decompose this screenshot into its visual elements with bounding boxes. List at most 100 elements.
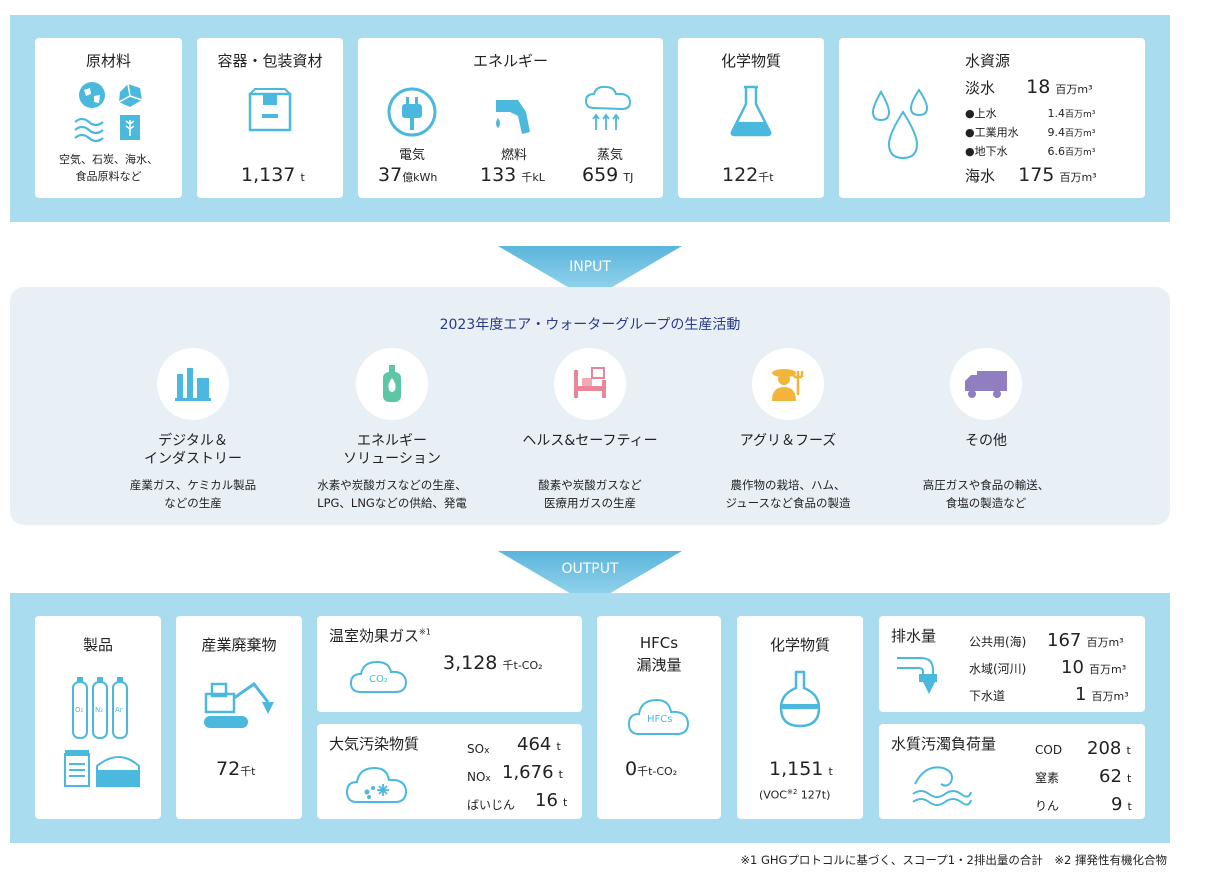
hfcs-title-2: 漏洩量 (636, 656, 682, 674)
packaging-value-row: 1,137 t (241, 164, 305, 186)
sea-water-row: 海水 175 百万m³ (965, 164, 1097, 186)
activity-others: その他 高圧ガスや食品の輸送、 食塩の製造など (896, 348, 1076, 512)
river-water-label: 水域(河川) (969, 662, 1027, 676)
sea-icon (73, 114, 107, 142)
fresh-water-row: 淡水 18 百万m³ (965, 76, 1093, 98)
products-title: 製品 (82, 636, 113, 654)
public-water-unit: 百万m³ (1086, 636, 1124, 649)
hfcs-value: 0 (625, 758, 638, 780)
activity-desc-1a: 産業ガス、ケミカル製品 (129, 478, 257, 492)
dust-value-row: 16 t (535, 790, 567, 811)
cod-label: COD (1035, 743, 1063, 757)
chemicals-output-unit: t (828, 765, 833, 778)
card-hfcs: HFCs 漏洩量 HFCs 0千t-CO₂ (597, 616, 721, 819)
activity-desc-5b: 食塩の製造など (945, 496, 1027, 510)
steam-unit: TJ (623, 171, 634, 184)
river-water-row: 水域(河川) 10 百万m³ (969, 657, 1126, 678)
chemicals-output-value-row: 1,151 t (769, 758, 833, 780)
truck-icon (950, 348, 1022, 420)
steam-value: 659 (582, 164, 619, 186)
ground-water-row: ●地下水 6.6百万m³ (965, 143, 1095, 159)
card-raw-materials: 原材料 空気、石炭、海水、 食品原料など (35, 38, 182, 198)
energy-title: エネルギー (472, 52, 548, 70)
fuel-value-row: 133 千kL (480, 164, 545, 186)
sewer-label: 下水道 (969, 689, 1006, 703)
hospital-bed-icon (554, 348, 626, 420)
nitrogen-unit: t (1127, 772, 1132, 785)
coal-icon (115, 80, 145, 110)
ghg-title: 温室効果ガス (329, 627, 420, 645)
waste-title: 産業廃棄物 (201, 636, 277, 654)
public-water-row: 公共用(海) 167 百万m³ (969, 630, 1124, 651)
pollution-title: 水質汚濁負荷量 (891, 735, 997, 753)
drainage-title: 排水量 (891, 627, 937, 645)
ground-water-label: ●地下水 (965, 145, 1008, 158)
globe-icon (77, 80, 107, 110)
sea-water-unit: 百万m³ (1059, 171, 1097, 184)
industrial-water-row: ●工業用水 9.4百万m³ (965, 124, 1095, 140)
activity-name-1b: インダストリー (144, 451, 242, 467)
sewer-row: 下水道 1 百万m³ (969, 684, 1129, 705)
activities-title: 2023年度エア・ウォーターグループの生産活動 (439, 317, 741, 333)
n2-label: N₂ (95, 706, 104, 714)
flask-icon (728, 84, 774, 138)
card-chemicals-input: 化学物質 122千t (678, 38, 824, 198)
public-water-label: 公共用(海) (969, 635, 1027, 649)
card-air-pollutants: 大気汚染物質 SOx 464 t NOx 1,676 t ばいじん 16 t (317, 724, 582, 819)
input-arrow (498, 246, 682, 300)
waste-value-row: 72千t (216, 758, 256, 780)
ground-water-value: 6.6 (1047, 145, 1066, 158)
sox-value-row: 464 t (517, 734, 561, 755)
farmer-icon (752, 348, 824, 420)
dust-unit: t (563, 796, 568, 809)
activity-desc-4b: ジュースなど食品の製造 (725, 496, 851, 510)
hfcs-title-1: HFCs (639, 634, 679, 652)
sox-row: SOx (467, 738, 489, 757)
hfcs-cloud-icon (627, 694, 691, 738)
card-energy: エネルギー 電気 燃料 蒸気 37億kWh 133 千kL 659 TJ (358, 38, 663, 198)
chemicals-input-unit: 千t (758, 171, 774, 184)
activity-name-2a: エネルギー (357, 433, 427, 449)
activity-desc-2a: 水素や炭酸ガスなどの生産、 (317, 478, 467, 492)
ghg-value-row: 3,128 千t-CO₂ (443, 652, 543, 674)
sewer-unit: 百万m³ (1091, 690, 1129, 703)
activity-health-safety: ヘルス&セーフティー 酸素や炭酸ガスなど 医療用ガスの生産 (500, 348, 680, 512)
co2-cloud-icon (349, 656, 409, 696)
card-industrial-waste: 産業廃棄物 72千t (176, 616, 302, 819)
public-water-value: 167 (1047, 630, 1082, 651)
chemicals-input-value-row: 122千t (722, 164, 774, 186)
activity-agri-foods: アグリ＆フーズ 農作物の栽培、ハム、 ジュースなど食品の製造 (698, 348, 878, 512)
industrial-water-unit: 百万m³ (1065, 129, 1096, 139)
gas-cylinder-icon (356, 348, 428, 420)
fuel-unit: 千kL (521, 171, 545, 184)
card-water-resources: 水資源 淡水 18 百万m³ ●上水 1.4百万m³ ●工業用水 9.4百万m³ ●… (839, 38, 1145, 198)
phosphorus-label: りん (1035, 799, 1060, 813)
ghg-value: 3,128 (443, 652, 498, 674)
card-packaging: 容器・包装資材 1,137 t (197, 38, 343, 198)
nitrogen-label: 窒素 (1035, 771, 1060, 785)
card-ghg: 温室効果ガス※1 CO₂ 3,128 千t-CO₂ (317, 616, 582, 712)
factory-icon (157, 348, 229, 420)
activity-desc-2b: LPG、LNGなどの供給、発電 (317, 496, 467, 510)
chemicals-input-value: 122 (722, 164, 759, 186)
nox-label: NO (467, 770, 486, 784)
raw-materials-desc-2: 食品原料など (75, 170, 142, 183)
activity-digital-industry: デジタル＆ インダストリー 産業ガス、ケミカル製品 などの生産 (103, 348, 283, 512)
activity-name-4: アグリ＆フーズ (739, 433, 837, 449)
nox-unit: t (558, 768, 563, 781)
ghg-note: ※1 (419, 627, 431, 637)
plug-icon (386, 86, 438, 138)
food-package-icon (63, 748, 141, 788)
nox-row: NOx (467, 766, 491, 785)
box-icon (247, 88, 293, 134)
sox-unit: t (556, 740, 561, 753)
air-title: 大気汚染物質 (329, 735, 420, 753)
sea-water-label: 海水 (965, 167, 996, 185)
fuel-label: 燃料 (500, 148, 527, 163)
steam-cloud-icon (582, 84, 636, 136)
ghg-title-row: 温室効果ガス※1 (329, 625, 431, 646)
fuel-value: 133 (480, 164, 517, 186)
chemicals-output-title: 化学物質 (769, 636, 830, 654)
wave-icon (911, 760, 973, 808)
sea-water-value: 175 (1018, 164, 1055, 186)
